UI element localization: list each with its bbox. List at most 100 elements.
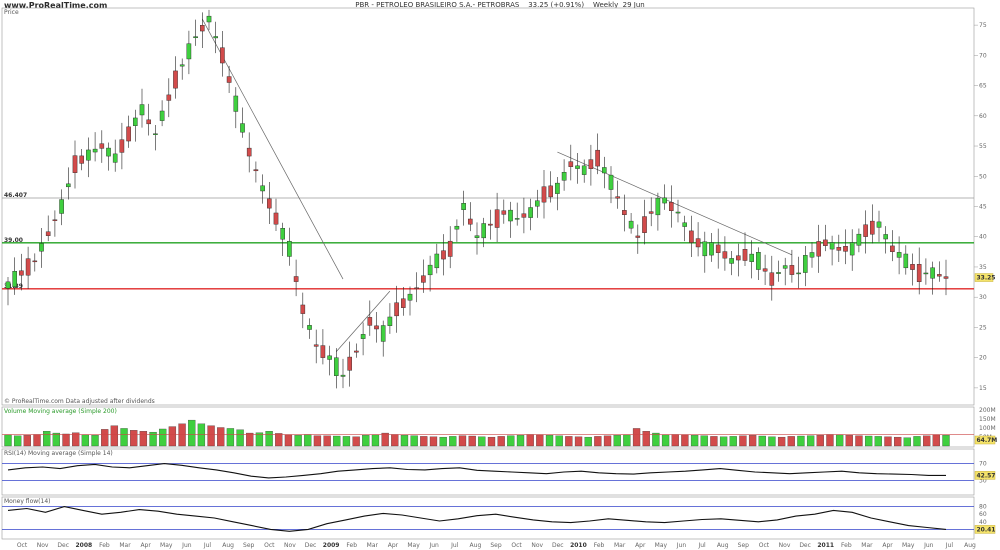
volume-bars: 200M150M100M50M64.7M: [2, 407, 998, 447]
candle-body: [112, 153, 118, 163]
volume-bar: [739, 435, 747, 447]
candle-body: [742, 249, 748, 261]
trend-lines: [201, 18, 793, 352]
site-brand[interactable]: www.ProRealTime.com: [4, 1, 108, 10]
time-axis-label: Jul: [697, 542, 706, 549]
candle-body: [220, 47, 225, 64]
indicator-tag-label: 20.41: [977, 526, 996, 533]
candle-body: [45, 231, 51, 236]
candle-body: [119, 139, 125, 153]
volume-bar: [690, 435, 699, 447]
candle-body: [126, 126, 131, 142]
candle-body: [447, 240, 453, 257]
candle-body: [72, 155, 78, 173]
volume-bar: [681, 434, 689, 447]
volume-bar: [23, 435, 31, 447]
candle-body: [494, 209, 500, 228]
candle-body: [434, 253, 440, 269]
volume-bar: [893, 436, 902, 447]
candle-body: [139, 104, 145, 116]
time-axis-label: Sep: [490, 542, 502, 549]
candle-body: [99, 143, 105, 149]
candle-body: [816, 241, 821, 257]
candle-body: [186, 43, 192, 60]
candle-body: [106, 147, 111, 157]
volume-bar: [139, 431, 148, 447]
time-axis-label: 2009: [323, 542, 340, 549]
volume-bar: [729, 436, 737, 447]
volume-bar: [584, 436, 592, 447]
candle-body: [327, 355, 332, 360]
volume-label: Volume Moving average (Simple 200): [4, 408, 117, 415]
candle-body: [809, 252, 815, 258]
volume-bar: [62, 433, 70, 447]
candle-body: [59, 199, 64, 214]
volume-bar: [110, 425, 119, 447]
time-axis-label: Apr: [388, 542, 399, 549]
candle-body: [581, 165, 587, 175]
candle-body: [226, 76, 232, 83]
volume-bar: [777, 436, 786, 447]
volume-bar: [362, 435, 370, 447]
candle-body: [92, 148, 98, 153]
candle-body: [782, 265, 788, 269]
volume-bar: [864, 435, 873, 447]
time-axis-label: Oct: [511, 542, 522, 549]
time-axis-label: Mar: [119, 542, 131, 549]
volume-bar: [188, 419, 196, 447]
candle-body: [454, 225, 460, 230]
time-axis-label: Feb: [346, 542, 357, 549]
volume-bar: [197, 423, 206, 447]
volume-bar: [130, 430, 138, 447]
candle-body: [876, 221, 882, 228]
candle-body: [608, 174, 614, 190]
candle-body: [883, 234, 888, 240]
mfi-series: 8060402020.41: [2, 504, 995, 534]
indicator-tag: [974, 525, 996, 534]
indicator-line: [7, 463, 946, 479]
candle-body: [414, 287, 420, 289]
volume-bar: [932, 434, 940, 447]
volume-bar: [410, 435, 418, 447]
price-label: Price: [4, 9, 19, 16]
chart-title: PBR - PETROLEO BRASILEIRO S.A.- PETROBRA…: [355, 1, 645, 9]
time-axis-label: Dec: [552, 542, 564, 549]
candle-body: [159, 110, 165, 121]
candle-body: [535, 200, 540, 207]
volume-bar: [420, 436, 428, 447]
volume-bar: [710, 436, 718, 447]
candle-body: [836, 247, 842, 251]
trend-line: [336, 290, 391, 352]
volume-bar: [565, 436, 573, 447]
price-candles: [5, 9, 949, 389]
candle-body: [401, 298, 406, 308]
volume-bar: [613, 435, 621, 447]
candle-body: [715, 244, 721, 253]
candle-body: [896, 252, 902, 258]
time-axis-label: Jul: [945, 542, 954, 549]
candle-body: [937, 274, 942, 277]
candle-body: [689, 230, 694, 243]
volume-bar: [439, 436, 447, 447]
candle-body: [313, 344, 319, 347]
candle-body: [179, 64, 185, 67]
time-axis-label: Mar: [614, 542, 626, 549]
candle-body: [394, 302, 399, 317]
candle-body: [521, 213, 527, 218]
candle-body: [421, 275, 426, 283]
candle-body: [843, 246, 848, 252]
candle-body: [648, 211, 654, 214]
volume-ma-tag: [974, 435, 996, 445]
volume-bar: [845, 435, 853, 447]
time-axis-label: Aug: [222, 542, 234, 549]
candle-body: [240, 123, 245, 133]
candle-body: [930, 267, 935, 279]
volume-bar: [632, 428, 641, 447]
candle-body: [695, 238, 701, 248]
price-tick-label: 15: [979, 385, 987, 392]
time-axis-label: 2008: [75, 542, 92, 549]
volume-bar: [323, 435, 331, 447]
volume-ma-tag-label: 64.7M: [977, 437, 998, 444]
